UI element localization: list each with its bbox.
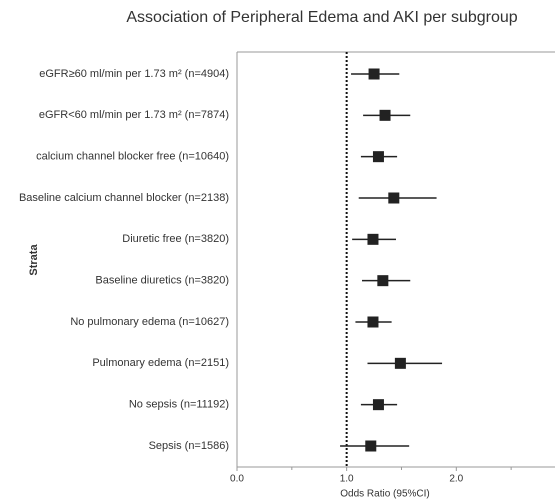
x-tick-label: 2.0 (449, 474, 463, 485)
y-tick-label: Pulmonary edema (n=2151) (92, 357, 229, 369)
y-tick-label: eGFR≥60 ml/min per 1.73 m² (n=4904) (39, 68, 229, 80)
point-estimate (394, 357, 406, 369)
point-estimate (365, 440, 377, 452)
x-tick-label: 1.0 (340, 474, 354, 485)
y-tick-label: No sepsis (n=11192) (129, 399, 229, 411)
x-tick-label: 0.0 (230, 474, 244, 485)
y-axis-label: Strata (28, 244, 40, 276)
point-estimate (372, 151, 384, 163)
y-tick-label: calcium channel blocker free (n=10640) (36, 151, 229, 163)
point-estimate (372, 399, 384, 411)
y-tick-label: Baseline diuretics (n=3820) (95, 275, 229, 287)
y-tick-label: Sepsis (n=1586) (149, 440, 229, 452)
x-axis-label: Odds Ratio (95%CI) (340, 489, 429, 500)
y-tick-label: Baseline calcium channel blocker (n=2138… (19, 192, 229, 204)
chart-title: Association of Peripheral Edema and AKI … (126, 9, 517, 26)
point-estimate (368, 68, 380, 80)
point-estimate (367, 316, 379, 328)
point-estimate (377, 275, 389, 287)
y-tick-label: eGFR<60 ml/min per 1.73 m² (n=7874) (39, 109, 229, 121)
y-tick-label: No pulmonary edema (n=10627) (70, 316, 229, 328)
y-tick-label: Diuretic free (n=3820) (122, 233, 229, 245)
point-estimate (367, 233, 379, 245)
point-estimate (388, 192, 400, 204)
point-estimate (379, 109, 391, 121)
